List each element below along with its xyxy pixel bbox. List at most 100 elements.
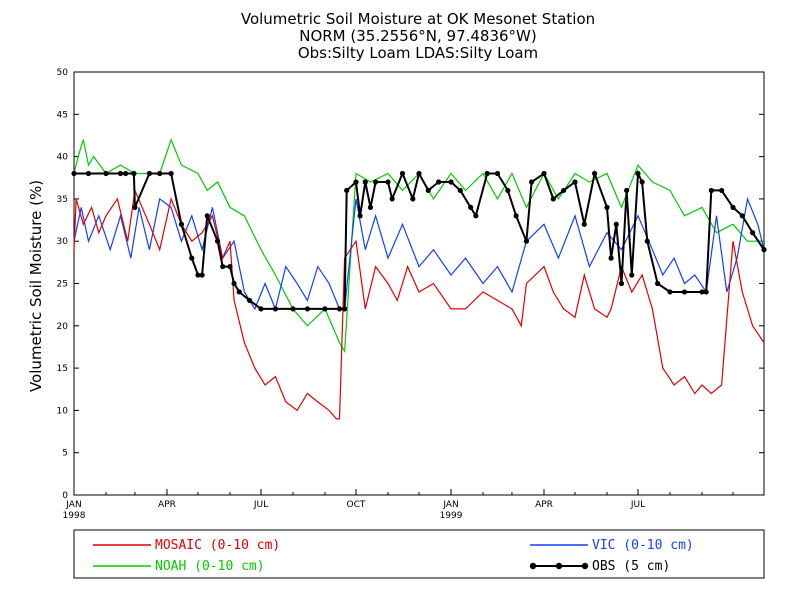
y-axis-label: Volumetric Soil Moisture (%) — [27, 180, 45, 392]
obs-point — [227, 263, 233, 270]
x-tick-label: OCT — [347, 500, 366, 510]
obs-point — [214, 238, 221, 244]
series-line-0 — [73, 188, 765, 420]
obs-point — [304, 306, 311, 312]
y-tick-label: 30 — [57, 237, 69, 247]
obs-point — [484, 170, 490, 177]
obs-point — [739, 213, 745, 219]
obs-point — [719, 187, 725, 194]
obs-point — [629, 272, 635, 278]
obs-point — [550, 196, 556, 202]
obs-point — [178, 221, 185, 227]
obs-point — [168, 170, 174, 177]
obs-point — [373, 179, 379, 185]
obs-point — [624, 187, 630, 194]
legend-marker — [529, 562, 537, 570]
obs-point — [389, 196, 395, 202]
obs-point — [103, 170, 109, 177]
obs-point — [123, 170, 129, 177]
chart-subtitle: NORM (35.2556°N, 97.4836°W) — [299, 27, 537, 45]
obs-point — [468, 204, 474, 210]
obs-point — [505, 187, 511, 194]
obs-point — [618, 280, 625, 287]
obs-point — [146, 170, 153, 177]
obs-point — [353, 179, 359, 185]
x-tick-label: JAN — [442, 500, 458, 510]
obs-point — [448, 179, 454, 185]
obs-point — [236, 289, 242, 295]
obs-point — [85, 170, 92, 177]
obs-point — [655, 280, 661, 287]
legend-label-0: MOSAIC (0-10 cm) — [155, 538, 280, 553]
obs-point — [322, 306, 328, 312]
obs-point — [117, 170, 124, 177]
obs-point — [591, 170, 598, 177]
obs-point — [473, 213, 479, 219]
obs-point — [513, 213, 519, 219]
obs-point — [750, 230, 756, 236]
obs-point — [362, 179, 368, 185]
obs-point — [199, 272, 205, 278]
y-tick-label: 10 — [57, 406, 69, 416]
obs-point — [730, 204, 736, 210]
x-tick-label: JUL — [253, 500, 268, 510]
y-tick-label: 15 — [57, 364, 68, 374]
y-axis: 0 5 10 15 20 25 30 35 40 45 50 — [57, 68, 764, 501]
x-tick-year: 1999 — [440, 511, 463, 521]
obs-point — [399, 170, 406, 177]
obs-point — [581, 221, 587, 227]
obs-point — [290, 306, 296, 312]
x-tick-label: APR — [535, 500, 553, 510]
y-tick-label: 0 — [62, 491, 68, 501]
chart-subtitle-soil: Obs:Silty Loam LDAS:Silty Loam — [298, 44, 538, 62]
obs-point — [342, 306, 348, 312]
obs-point — [157, 170, 163, 177]
legend-marker — [555, 562, 563, 570]
y-tick-label: 45 — [57, 110, 68, 120]
x-tick-year: 1998 — [63, 511, 86, 521]
obs-point — [613, 221, 619, 227]
y-tick-label: 5 — [62, 449, 68, 459]
obs-point — [541, 170, 547, 177]
obs-point — [204, 213, 210, 219]
obs-point — [528, 179, 535, 185]
obs-point — [708, 187, 714, 194]
obs-point — [681, 289, 688, 295]
legend-label-1: NOAH (0-10 cm) — [155, 559, 265, 574]
y-tick-label: 25 — [57, 280, 68, 290]
legend-label-3: OBS (5 cm) — [592, 559, 670, 574]
obs-point — [699, 289, 705, 295]
obs-point — [604, 204, 610, 210]
obs-point — [457, 187, 463, 194]
legend-label-2: VIC (0-10 cm) — [592, 538, 694, 553]
obs-point — [667, 289, 673, 295]
obs-point — [357, 213, 363, 219]
obs-point — [189, 255, 195, 261]
obs-point — [367, 204, 374, 210]
obs-point — [572, 179, 578, 185]
legend-box — [73, 529, 765, 579]
obs-point — [231, 280, 237, 287]
obs-point — [608, 255, 614, 261]
x-tick-label: APR — [158, 500, 176, 510]
series-line-3 — [74, 169, 765, 310]
obs-point — [220, 263, 226, 270]
y-tick-label: 20 — [57, 322, 69, 332]
obs-point — [195, 272, 201, 278]
obs-point — [71, 170, 77, 177]
obs-point — [523, 238, 530, 244]
x-tick-label: JUL — [630, 500, 645, 510]
obs-point — [644, 238, 650, 244]
obs-point — [272, 306, 279, 312]
obs-point — [639, 179, 645, 185]
obs-point — [336, 306, 343, 312]
obs-point — [494, 170, 501, 177]
legend: MOSAIC (0-10 cm) NOAH (0-10 cm) VIC (0-10 … — [93, 538, 694, 574]
obs-point — [635, 170, 641, 177]
y-tick-label: 50 — [57, 68, 69, 78]
obs-point — [385, 179, 391, 185]
obs-point — [436, 179, 442, 185]
obs-point — [761, 247, 767, 253]
obs-point — [410, 196, 416, 202]
